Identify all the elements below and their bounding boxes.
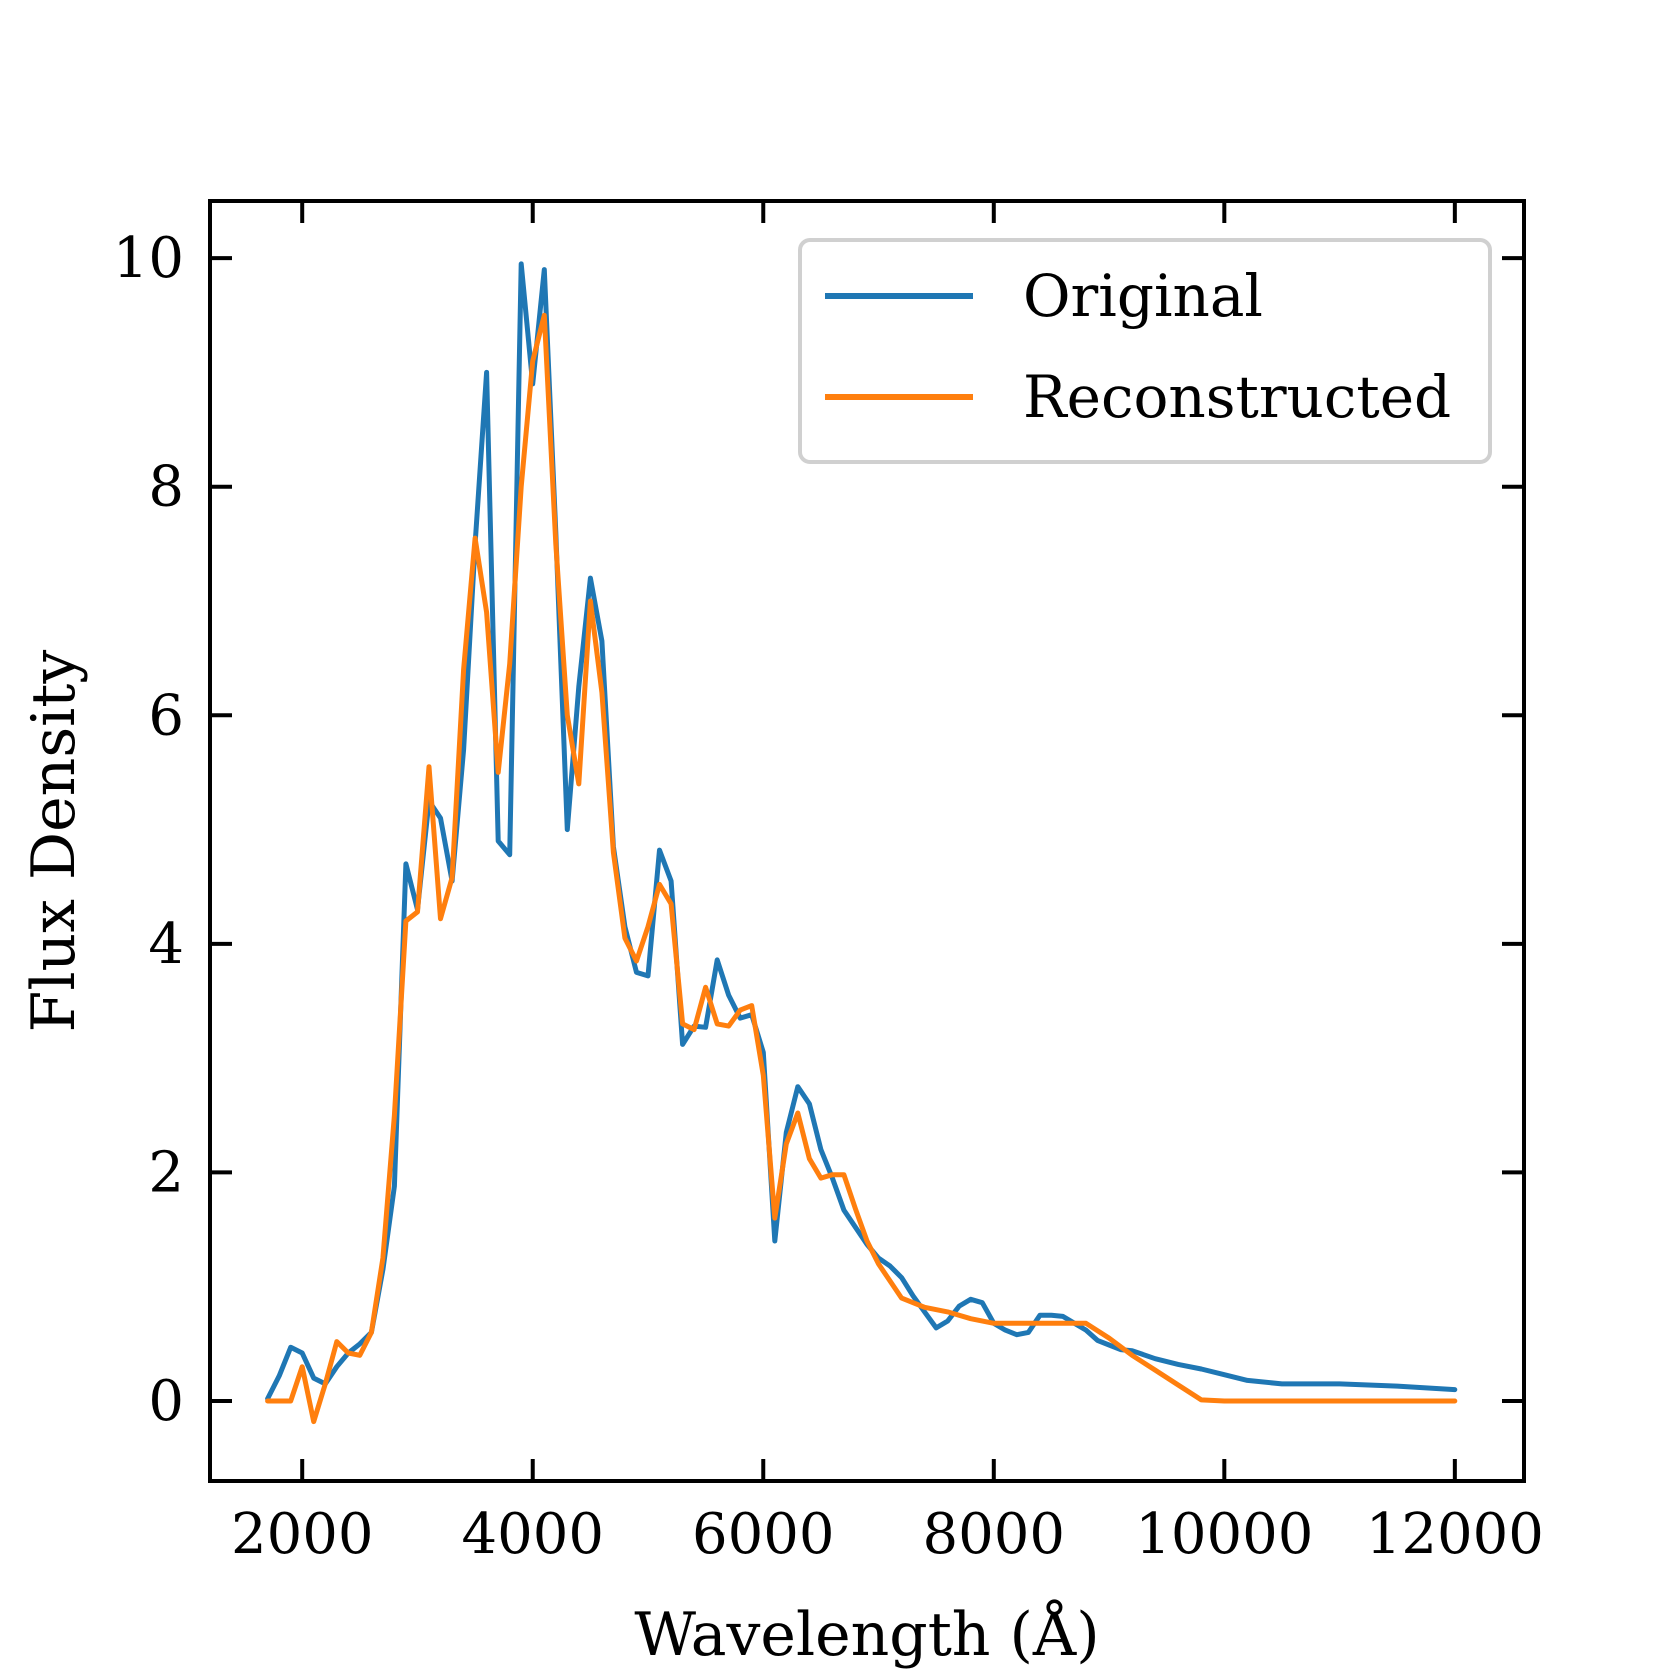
y-tick-label: 10 (113, 226, 184, 291)
y-axis-label: Flux Density (19, 650, 89, 1033)
axis-tick-labels: 2000 4000 6000 8000 10000 12000 0 2 4 6 8 10 (113, 226, 1544, 1567)
x-tick-label: 12000 (1366, 1502, 1544, 1567)
legend: Original Reconstructed (798, 238, 1492, 464)
x-tick-label: 6000 (692, 1502, 835, 1567)
y-tick-label: 4 (148, 912, 184, 977)
plot-frame (208, 199, 1526, 1483)
y-tick-label: 8 (148, 455, 184, 520)
y-tick-label: 0 (148, 1369, 184, 1434)
plot-lines (265, 261, 1458, 1425)
x-tick-label: 10000 (1135, 1502, 1313, 1567)
x-axis-label: Wavelength (Å) (634, 1599, 1099, 1670)
y-tick-label: 2 (148, 1140, 184, 1205)
x-tick-label: 2000 (231, 1502, 374, 1567)
series-line-reconstructed (265, 312, 1458, 1425)
x-tick-label: 4000 (461, 1502, 604, 1567)
legend-label-original: Original (1023, 262, 1263, 330)
axis-ticks (210, 201, 1524, 1481)
y-tick-label: 6 (148, 683, 184, 748)
x-tick-label: 8000 (923, 1502, 1066, 1567)
legend-label-reconstructed: Reconstructed (1023, 363, 1451, 431)
